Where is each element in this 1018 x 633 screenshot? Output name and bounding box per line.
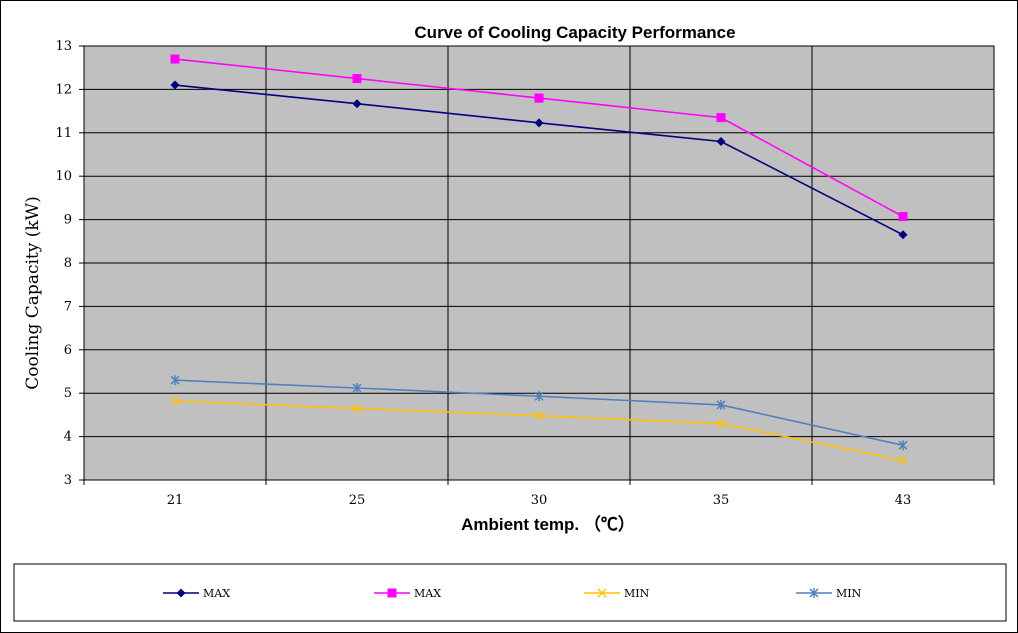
x-tick-label: 21 [167,493,184,508]
series-2-point [170,54,180,64]
x-axis-label: Ambient temp. （℃） [461,514,635,534]
series-4-point [170,375,180,386]
legend-label-1: MAX [203,587,230,600]
series-1-point [716,136,726,146]
series-2-point [898,212,908,222]
series-2-point [534,93,544,103]
legend-label-2: MAX [414,587,441,600]
series-3-point [898,455,908,466]
legend-label-4: MIN [836,587,862,600]
legend-marker-3 [597,588,607,598]
series-2-point [716,113,726,123]
series-1-point [352,99,362,109]
series-2-point [352,74,362,84]
x-tick-label: 25 [349,493,366,508]
series-1-point [898,230,908,240]
y-axis-label: Cooling Capacity (kW) [23,196,43,390]
x-tick-label: 35 [713,493,730,508]
legend-marker-1 [176,588,186,598]
chart-title: Curve of Cooling Capacity Performance [414,23,735,42]
y-tick-label: 11 [55,126,72,141]
legend-label-3: MIN [624,587,650,600]
series-4-point [534,391,544,402]
y-tick-label: 6 [64,343,72,358]
y-tick-label: 3 [64,473,72,488]
y-tick-label: 4 [64,430,72,445]
legend-marker-2 [387,588,397,598]
series-4-point [716,399,726,410]
series-3-point [352,403,362,413]
series-4-point [352,382,362,393]
y-tick-label: 9 [64,213,72,228]
x-tick-label: 30 [531,493,548,508]
x-tick-label: 43 [895,493,912,508]
series-3-point [534,411,544,421]
y-tick-label: 8 [64,256,72,271]
y-tick-label: 5 [64,386,72,401]
series-4-point [898,440,908,451]
y-tick-label: 12 [55,82,72,97]
y-tick-label: 10 [55,169,72,184]
series-1-point [170,80,180,90]
legend-marker-4 [809,588,819,598]
y-tick-label: 13 [55,39,72,54]
series-3-point [716,419,726,429]
series-1-point [534,118,544,128]
series-3-point [170,396,180,406]
y-tick-label: 7 [64,299,72,314]
